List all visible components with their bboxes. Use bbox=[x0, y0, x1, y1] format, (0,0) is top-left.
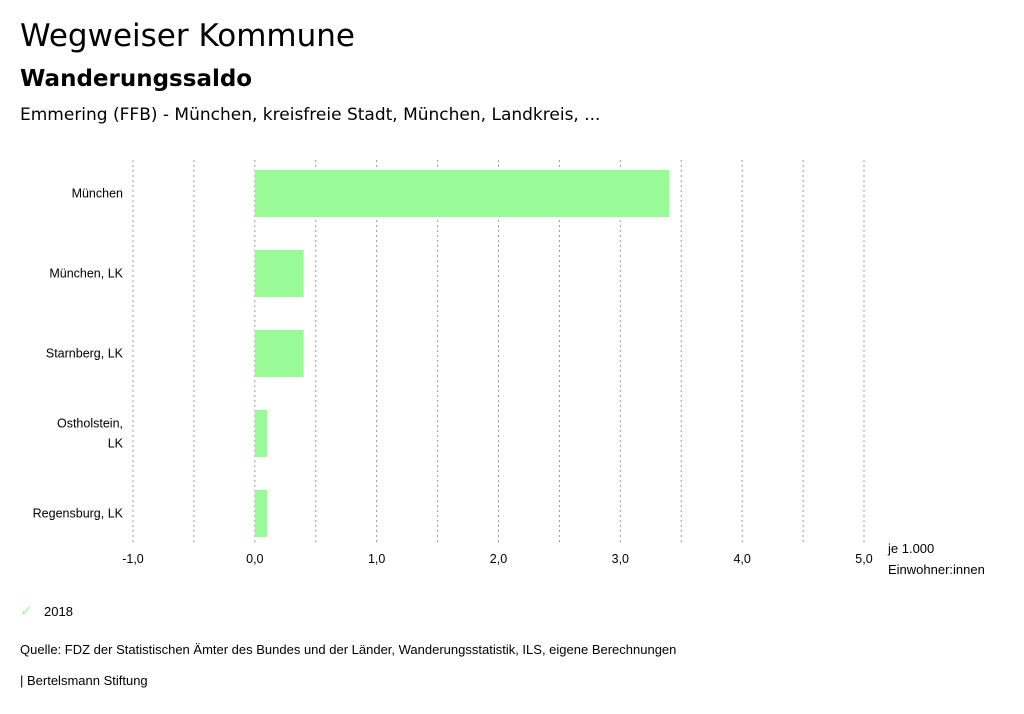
category-labels: München München, LK Starnberg, LK Ostholste… bbox=[33, 187, 124, 521]
legend-item-2018[interactable]: ✓ 2018 bbox=[20, 602, 73, 620]
bar[interactable] bbox=[254, 490, 268, 537]
category-label: München bbox=[72, 187, 123, 201]
x-tick-label: 5,0 bbox=[855, 552, 872, 566]
chart-title: Wegweiser Kommune bbox=[20, 18, 355, 54]
x-tick-label: 3,0 bbox=[612, 552, 629, 566]
bar-chart: München München, LK Starnberg, LK Ostholste… bbox=[33, 160, 873, 566]
category-label: Starnberg, LK bbox=[46, 347, 124, 361]
x-tick-label: 0,0 bbox=[246, 552, 263, 566]
x-tick-label: 1,0 bbox=[368, 552, 385, 566]
bar[interactable] bbox=[254, 330, 304, 377]
brand-note: | Bertelsmann Stiftung bbox=[20, 673, 148, 688]
unit-line-2: Einwohner:innen bbox=[888, 562, 985, 577]
x-tick-labels: -1,0 0,0 1,0 2,0 3,0 4,0 5,0 bbox=[122, 552, 873, 566]
axis-unit-label: je 1.000 Einwohner:innen bbox=[888, 538, 985, 580]
legend-label: 2018 bbox=[44, 603, 73, 619]
bar[interactable] bbox=[254, 250, 304, 297]
bar[interactable] bbox=[254, 170, 670, 217]
bar[interactable] bbox=[254, 410, 268, 457]
category-label: LK bbox=[108, 437, 124, 451]
bars bbox=[254, 170, 670, 537]
category-label: München, LK bbox=[49, 267, 123, 281]
region-label: Emmering (FFB) - München, kreisfreie Sta… bbox=[20, 105, 601, 125]
x-tick-label: 2,0 bbox=[490, 552, 507, 566]
source-note: Quelle: FDZ der Statistischen Ämter des … bbox=[20, 642, 677, 657]
unit-line-1: je 1.000 bbox=[888, 541, 935, 556]
category-label: Regensburg, LK bbox=[33, 507, 124, 521]
check-icon: ✓ bbox=[20, 603, 33, 620]
x-tick-label: -1,0 bbox=[122, 552, 144, 566]
grid-lines bbox=[132, 160, 865, 544]
category-label: Ostholstein, bbox=[57, 417, 123, 431]
x-tick-label: 4,0 bbox=[733, 552, 750, 566]
chart-subtitle: Wanderungssaldo bbox=[20, 66, 253, 92]
